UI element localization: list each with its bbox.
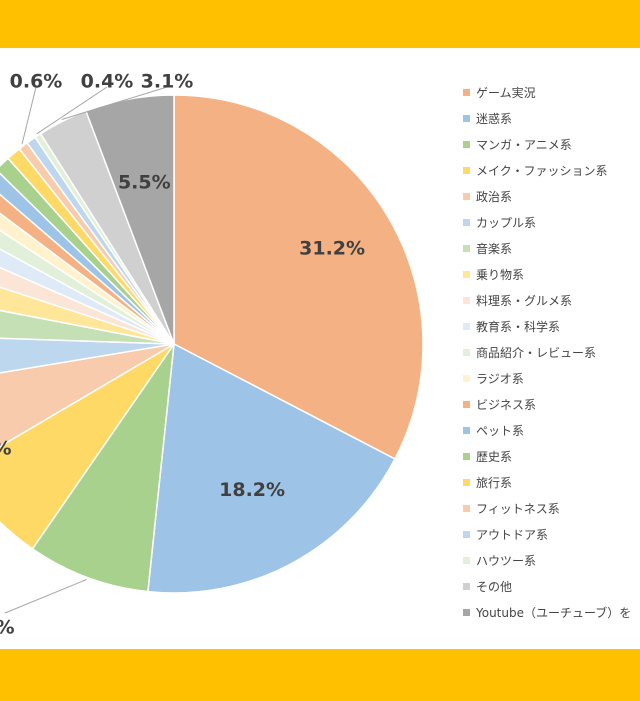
leader-line-19 [36, 86, 108, 135]
legend-swatch-2 [463, 115, 470, 122]
pie-chart: 31.2% 18.2%%% 0.6% 0.4% 3.1% 5.5% ゲーム実況迷惑系マンガ・… [0, 71, 631, 639]
legend-swatch-14 [463, 427, 470, 434]
data-label-17: 0.6% [10, 71, 63, 93]
data-label-1: 31.2% [299, 238, 365, 260]
legend-label-12: ラジオ系 [476, 372, 524, 386]
legend-swatch-17 [463, 505, 470, 512]
legend-label-14: ペット系 [476, 424, 524, 438]
legend-swatch-8 [463, 271, 470, 278]
legend-label-17: フィットネス系 [476, 502, 560, 516]
legend-label-19: ハウツー系 [476, 554, 536, 568]
legend-swatch-16 [463, 479, 470, 486]
legend-label-16: 旅行系 [476, 476, 512, 490]
legend-swatch-21 [463, 609, 470, 616]
legend-label-10: 教育系・科学系 [476, 319, 560, 334]
pie-slice-4 [0, 343, 175, 550]
legend-label-21: Youtube（ユーチューブ）を [475, 605, 631, 620]
bottom-banner [0, 649, 640, 701]
legend-swatch-3 [463, 141, 470, 148]
legend-swatch-13 [463, 401, 470, 408]
legend-swatch-5 [463, 193, 470, 200]
legend-label-9: 料理系・グルメ系 [476, 294, 572, 308]
pie-slice-5 [0, 343, 175, 448]
legend-label-13: ビジネス系 [476, 398, 536, 412]
legend-label-20: その他 [476, 580, 512, 594]
legend-swatch-10 [463, 323, 470, 330]
legend-swatch-11 [463, 349, 470, 356]
pie-slice-1 [173, 94, 424, 460]
data-label-20: 3.1% [141, 71, 194, 93]
legend-label-8: 乗り物系 [476, 268, 524, 282]
legend-label-6: カップル系 [476, 216, 536, 230]
pie-slice-6 [0, 337, 175, 374]
legend-swatch-12 [463, 375, 470, 382]
legend-swatch-20 [463, 583, 470, 590]
legend-label-4: メイク・ファッション系 [476, 164, 608, 178]
data-label-3: % [0, 617, 15, 639]
legend-label-11: 商品紹介・レビュー系 [476, 345, 596, 360]
legend-swatch-1 [463, 89, 470, 96]
leader-line-17 [21, 86, 37, 145]
data-label-21: 5.5% [118, 171, 171, 193]
legend-label-5: 政治系 [476, 190, 512, 204]
legend-label-3: マンガ・アニメ系 [476, 138, 572, 152]
legend-label-1: ゲーム実況 [476, 85, 536, 100]
data-label-19: 0.4% [81, 71, 134, 93]
legend-swatch-4 [463, 167, 470, 174]
legend-swatch-19 [463, 557, 470, 564]
data-label-5: % [0, 438, 12, 460]
legend-swatch-9 [463, 297, 470, 304]
chart-area: 31.2% 18.2%%% 0.6% 0.4% 3.1% 5.5% ゲーム実況迷惑系マンガ・… [0, 48, 640, 649]
legend-swatch-7 [463, 245, 470, 252]
legend-swatch-18 [463, 531, 470, 538]
top-banner [0, 0, 640, 48]
data-label-2: 18.2% [219, 479, 285, 501]
legend-swatch-15 [463, 453, 470, 460]
legend-label-15: 歴史系 [476, 450, 512, 464]
legend-swatch-6 [463, 219, 470, 226]
legend-label-7: 音楽系 [476, 241, 512, 256]
pie-slice-3 [31, 343, 175, 593]
legend-label-18: アウトドア系 [476, 528, 548, 542]
legend-label-2: 迷惑系 [476, 112, 512, 126]
leader-line-20 [61, 86, 168, 120]
leader-line-3 [4, 578, 87, 614]
pie-slice-2 [147, 342, 396, 594]
